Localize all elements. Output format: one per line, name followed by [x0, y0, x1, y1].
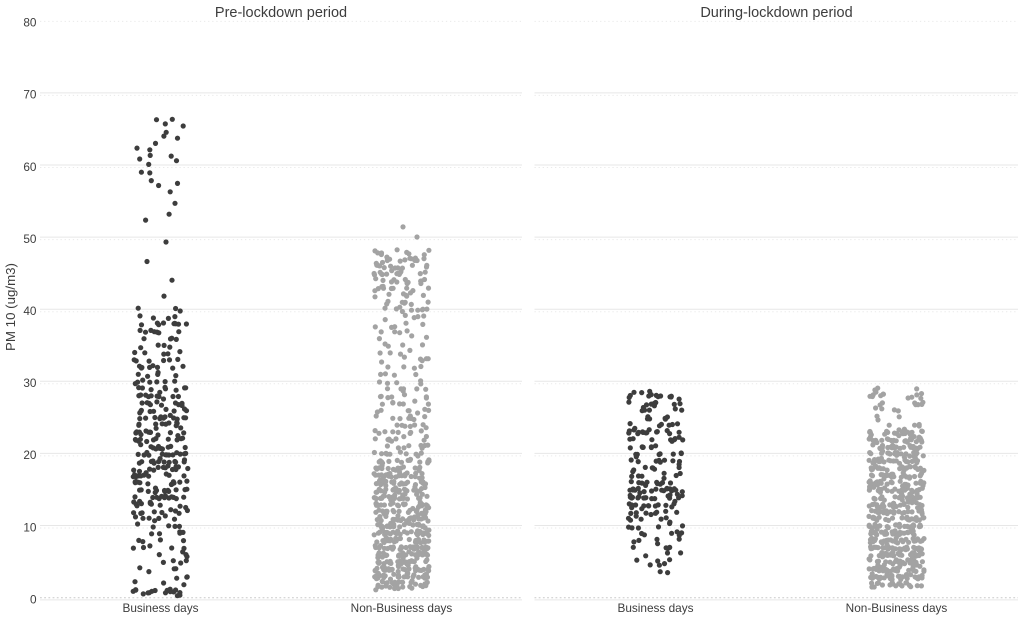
svg-text:0: 0: [30, 592, 37, 606]
svg-text:20: 20: [23, 448, 37, 462]
svg-text:10: 10: [23, 520, 37, 534]
svg-text:Pre-lockdown period: Pre-lockdown period: [215, 5, 347, 21]
svg-text:60: 60: [23, 160, 37, 174]
svg-text:70: 70: [23, 88, 37, 102]
svg-text:PM 10 (ug/m3): PM 10 (ug/m3): [3, 263, 18, 351]
svg-text:During-lockdown period: During-lockdown period: [700, 5, 852, 21]
svg-text:Non-Business days: Non-Business days: [846, 601, 948, 615]
svg-text:30: 30: [23, 376, 37, 390]
svg-text:40: 40: [23, 304, 37, 318]
svg-text:Non-Business days: Non-Business days: [351, 601, 453, 615]
svg-text:50: 50: [23, 232, 37, 246]
svg-text:Business days: Business days: [122, 601, 198, 615]
svg-text:Business days: Business days: [617, 601, 693, 615]
svg-text:80: 80: [23, 16, 37, 30]
